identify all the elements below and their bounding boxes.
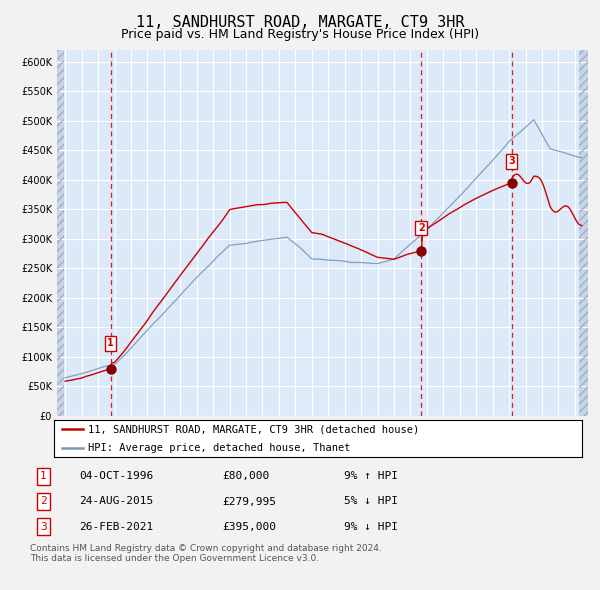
Text: 2: 2 [418,223,425,233]
Text: 26-FEB-2021: 26-FEB-2021 [79,522,154,532]
Bar [57,50,64,416]
Text: Contains HM Land Registry data © Crown copyright and database right 2024.
This d: Contains HM Land Registry data © Crown c… [30,544,382,563]
Text: 04-OCT-1996: 04-OCT-1996 [79,471,154,481]
Text: 11, SANDHURST ROAD, MARGATE, CT9 3HR: 11, SANDHURST ROAD, MARGATE, CT9 3HR [136,15,464,30]
Text: 24-AUG-2015: 24-AUG-2015 [79,497,154,506]
Text: £80,000: £80,000 [223,471,270,481]
Text: 9% ↓ HPI: 9% ↓ HPI [344,522,398,532]
Text: £279,995: £279,995 [223,497,277,506]
Bar [579,50,588,416]
Text: 3: 3 [508,156,515,166]
Text: 3: 3 [40,522,47,532]
Text: 2: 2 [40,497,47,506]
Text: 11, SANDHURST ROAD, MARGATE, CT9 3HR (detached house): 11, SANDHURST ROAD, MARGATE, CT9 3HR (de… [88,424,419,434]
Text: 9% ↑ HPI: 9% ↑ HPI [344,471,398,481]
Bar [57,50,64,416]
Text: 1: 1 [40,471,47,481]
Text: £395,000: £395,000 [223,522,277,532]
Bar [579,50,588,416]
Text: Price paid vs. HM Land Registry's House Price Index (HPI): Price paid vs. HM Land Registry's House … [121,28,479,41]
Text: 5% ↓ HPI: 5% ↓ HPI [344,497,398,506]
Text: 1: 1 [107,338,114,348]
Text: HPI: Average price, detached house, Thanet: HPI: Average price, detached house, Than… [88,443,351,453]
